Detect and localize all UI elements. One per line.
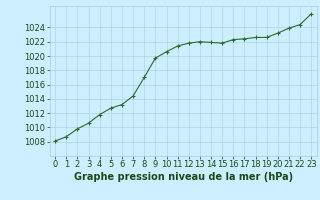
X-axis label: Graphe pression niveau de la mer (hPa): Graphe pression niveau de la mer (hPa) <box>74 172 293 182</box>
